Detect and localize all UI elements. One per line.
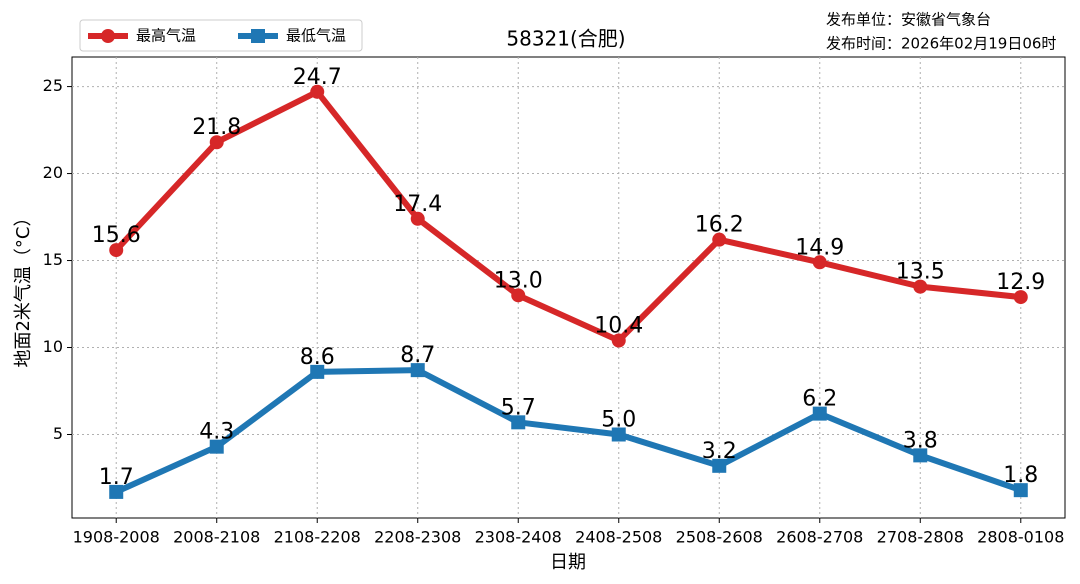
value-label: 1.8	[1003, 463, 1038, 488]
x-tick-label: 2808-0108	[977, 528, 1064, 547]
x-tick-label: 2008-2108	[173, 528, 260, 547]
value-label: 5.0	[601, 407, 636, 432]
value-label: 15.6	[92, 223, 141, 248]
x-tick-label: 2608-2708	[776, 528, 863, 547]
value-label: 14.9	[795, 235, 844, 260]
publish-time: 发布时间：2026年02月19日06时	[826, 35, 1056, 53]
x-tick-label: 2508-2608	[676, 528, 763, 547]
x-tick-label: 2408-2508	[575, 528, 662, 547]
data-point	[310, 364, 325, 379]
data-point	[511, 288, 526, 303]
data-point	[712, 232, 727, 247]
data-point	[1013, 290, 1028, 305]
value-label: 12.9	[996, 270, 1045, 295]
publisher: 发布单位：安徽省气象台	[826, 11, 991, 29]
data-point	[209, 135, 224, 150]
data-point	[913, 448, 928, 463]
value-label: 3.2	[702, 439, 737, 464]
value-label: 10.4	[594, 314, 643, 339]
legend-frame	[79, 19, 363, 52]
x-axis-label: 日期	[550, 552, 586, 573]
data-point	[209, 439, 224, 454]
series-line	[114, 88, 1022, 344]
data-point	[1013, 483, 1028, 498]
data-point	[611, 427, 626, 442]
data-point	[109, 243, 124, 258]
value-label: 3.8	[903, 428, 938, 453]
x-tick-label: 2108-2208	[274, 528, 361, 547]
data-point	[913, 279, 928, 294]
plot-frame	[71, 56, 1066, 519]
value-label: 6.2	[802, 387, 837, 412]
value-label: 13.0	[494, 268, 543, 293]
value-label: 5.7	[501, 395, 536, 420]
data-point	[410, 363, 425, 378]
x-tick-label: 2308-2408	[475, 528, 562, 547]
value-label: 21.8	[192, 115, 241, 140]
value-label: 4.3	[199, 420, 234, 445]
x-tick-label: 1908-2008	[73, 528, 160, 547]
value-label: 13.5	[896, 260, 945, 285]
y-tick-label: 10	[43, 337, 63, 356]
legend-label: 最低气温	[286, 27, 346, 45]
y-tick-label: 15	[43, 250, 63, 269]
value-label: 17.4	[393, 192, 442, 217]
data-point	[511, 415, 526, 430]
data-point	[310, 84, 325, 99]
value-label: 8.7	[400, 343, 435, 368]
value-label: 1.7	[99, 465, 134, 490]
legend-marker	[101, 29, 115, 43]
legend-label: 最高气温	[136, 27, 196, 45]
x-tick-label: 2708-2808	[877, 528, 964, 547]
value-label: 16.2	[695, 213, 744, 238]
chart-title: 58321(合肥)	[506, 27, 625, 51]
value-label: 24.7	[293, 65, 342, 90]
x-tick-label: 2208-2308	[374, 528, 461, 547]
data-point	[712, 458, 727, 473]
legend-marker	[251, 29, 265, 43]
data-point	[410, 211, 425, 226]
series-line	[114, 367, 1022, 495]
data-point	[812, 255, 827, 270]
y-tick-label: 5	[53, 424, 63, 443]
y-axis-label: 地面2米气温（°C）	[13, 208, 34, 367]
data-point	[109, 484, 124, 499]
data-point	[611, 333, 626, 348]
value-label: 8.6	[300, 345, 335, 370]
y-tick-label: 20	[43, 163, 63, 182]
data-point	[812, 406, 827, 421]
y-tick-label: 25	[43, 76, 63, 95]
